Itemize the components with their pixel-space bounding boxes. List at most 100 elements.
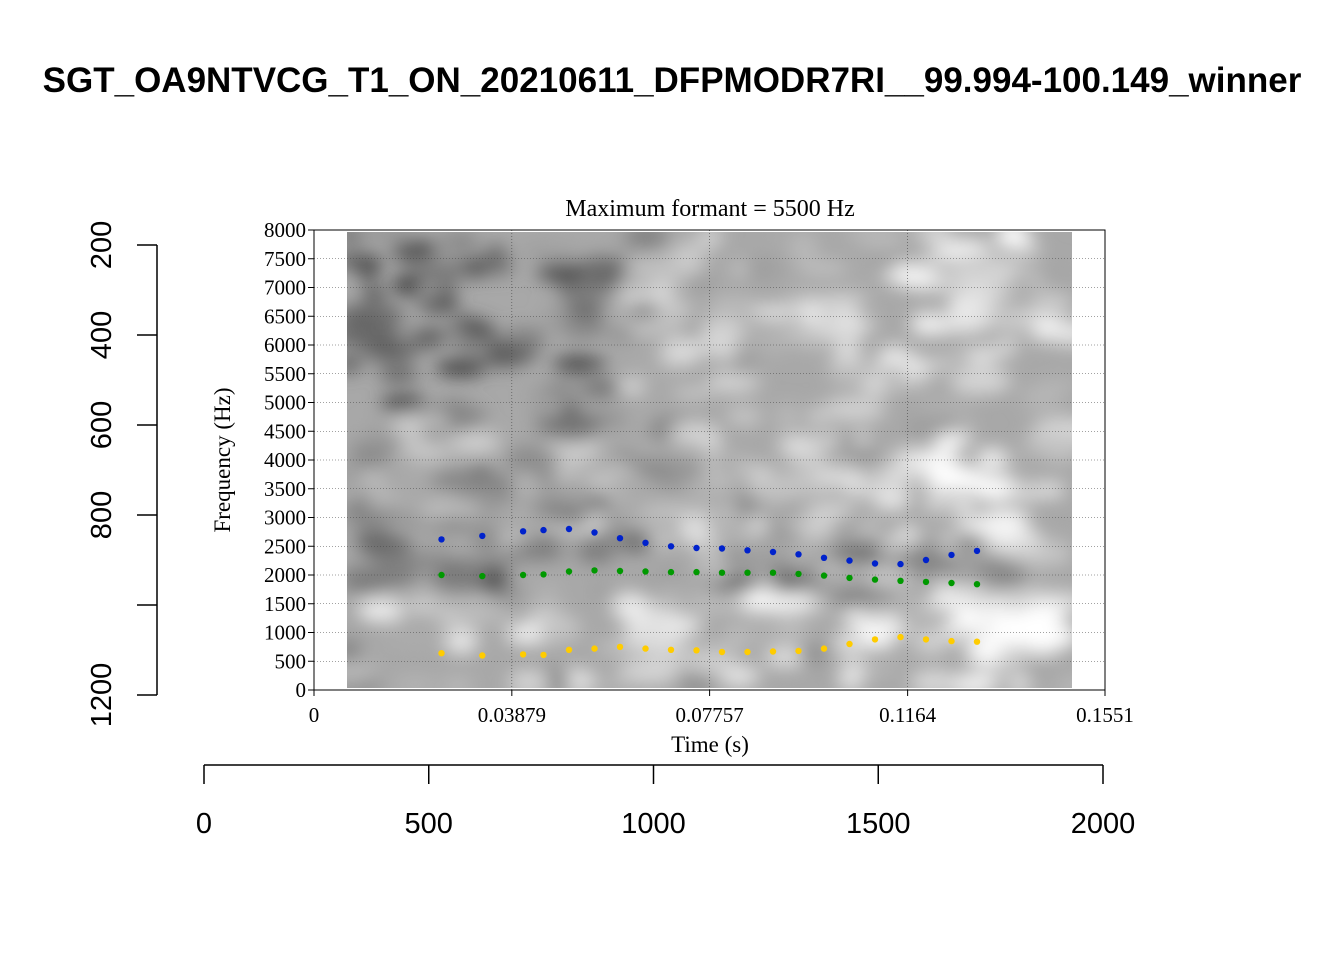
formant-point (565, 525, 573, 533)
outer-y-tick-label: 200 (86, 221, 118, 269)
formant-point (846, 574, 853, 582)
formant-point (948, 551, 955, 559)
spectrogram-panel: Maximum formant = 5500 Hz 0 0.03879 0.0775… (210, 196, 1134, 757)
formant-point (820, 572, 828, 579)
y-tick-label: 4000 (264, 448, 306, 472)
formant-point (540, 651, 547, 659)
y-tick-label: 7500 (264, 247, 306, 271)
outer-axes: 0 500 1000 1500 2000 200 400 600 800 1200 (86, 221, 1135, 840)
formant-point (519, 528, 527, 535)
formant-point (795, 551, 802, 558)
x-tick-label: 0.1164 (879, 703, 936, 727)
formant-point (616, 567, 624, 575)
spectrogram-image (347, 232, 1072, 688)
x-tick-label: 0.03879 (478, 703, 546, 727)
y-tick-label: 6500 (264, 304, 306, 328)
x-tick-label: 0 (309, 703, 320, 727)
formant-tracks (438, 525, 981, 659)
formant-point (871, 560, 879, 567)
formant-point (795, 570, 802, 578)
formant-point (591, 645, 598, 652)
y-tick-label: 5500 (264, 362, 306, 386)
y-tick-label: 6000 (264, 333, 306, 357)
formant-point (718, 648, 726, 656)
formant-point (565, 646, 573, 653)
formant-point (948, 579, 955, 587)
y-tick-label: 2500 (264, 534, 306, 558)
figure-title: SGT_OA9NTVCG_T1_ON_20210611_DFPMODR7RI__… (43, 61, 1302, 100)
formant-point (519, 571, 527, 579)
x-tick-label: 0.07757 (675, 703, 743, 727)
formant-point (897, 633, 904, 641)
outer-y-tick-label: 400 (86, 311, 118, 359)
outer-x-tick-label: 0 (196, 808, 212, 840)
formant-point (897, 560, 904, 568)
formant-point (973, 581, 981, 588)
formant-point (871, 576, 879, 583)
formant-point (973, 638, 981, 645)
y-tick-label: 0 (296, 678, 307, 702)
formant-point (642, 568, 649, 575)
outer-x-tick-label: 1500 (846, 808, 911, 840)
y-tick-label: 8000 (264, 218, 306, 242)
y-tick-label: 1000 (264, 621, 306, 645)
formant-point (922, 636, 930, 643)
formant-point (718, 569, 726, 576)
x-tick-label: 0.1551 (1076, 703, 1134, 727)
y-tick-label: 5000 (264, 391, 306, 415)
formant-point (922, 556, 930, 564)
formant-point (769, 569, 777, 576)
formant-point (667, 543, 675, 550)
y-tick-label: 1500 (264, 592, 306, 616)
outer-x-tick-label: 1000 (621, 808, 686, 840)
formant-point (769, 548, 777, 556)
formant-point (846, 557, 853, 564)
y-tick-label: 4500 (264, 419, 306, 443)
outer-y-tick-label: 800 (86, 491, 118, 539)
outer-x-tick-label: 2000 (1071, 808, 1136, 840)
formant-point (744, 569, 751, 576)
y-tick-label: 500 (275, 649, 307, 673)
formant-point (616, 535, 624, 542)
formant-point (693, 544, 700, 552)
formant-point (718, 545, 726, 552)
formant-point (820, 645, 828, 652)
y-tick-label: 3000 (264, 506, 306, 530)
formant-point (565, 568, 573, 575)
formant-point (616, 643, 624, 651)
formant-point (693, 647, 700, 654)
formant-point (438, 536, 445, 543)
formant-point (438, 571, 445, 579)
formant-point (922, 578, 930, 586)
formant-point (897, 577, 904, 584)
formant-point (438, 650, 445, 657)
formant-point (591, 529, 598, 536)
y-tick-label: 2000 (264, 563, 306, 587)
formant-point (591, 567, 598, 574)
y-tick-label: 3500 (264, 477, 306, 501)
outer-y-tick-label: 1200 (86, 663, 118, 728)
outer-x-tick-label: 500 (405, 808, 453, 840)
formant-point (540, 571, 547, 578)
y-axis-label: Frequency (Hz) (210, 388, 235, 533)
formant-point (973, 547, 981, 555)
formant-point (479, 532, 486, 540)
plot-title: Maximum formant = 5500 Hz (565, 196, 855, 222)
y-tick-label: 7000 (264, 276, 306, 300)
formant-point (871, 636, 879, 643)
formant-point (479, 652, 486, 659)
formant-point (744, 648, 751, 656)
formant-point (948, 637, 955, 645)
formant-point (820, 554, 828, 561)
formant-point (479, 572, 486, 580)
formant-point (540, 526, 547, 534)
plot-axes: 0 0.03879 0.07757 0.1164 0.1551 0 500 1000 1500 2… (264, 218, 1134, 727)
formant-point (667, 568, 675, 576)
formant-point (667, 646, 675, 653)
formant-point (795, 647, 802, 655)
formant-point (846, 640, 853, 648)
formant-point (769, 648, 777, 655)
formant-point (744, 547, 751, 554)
formant-point (519, 651, 527, 658)
